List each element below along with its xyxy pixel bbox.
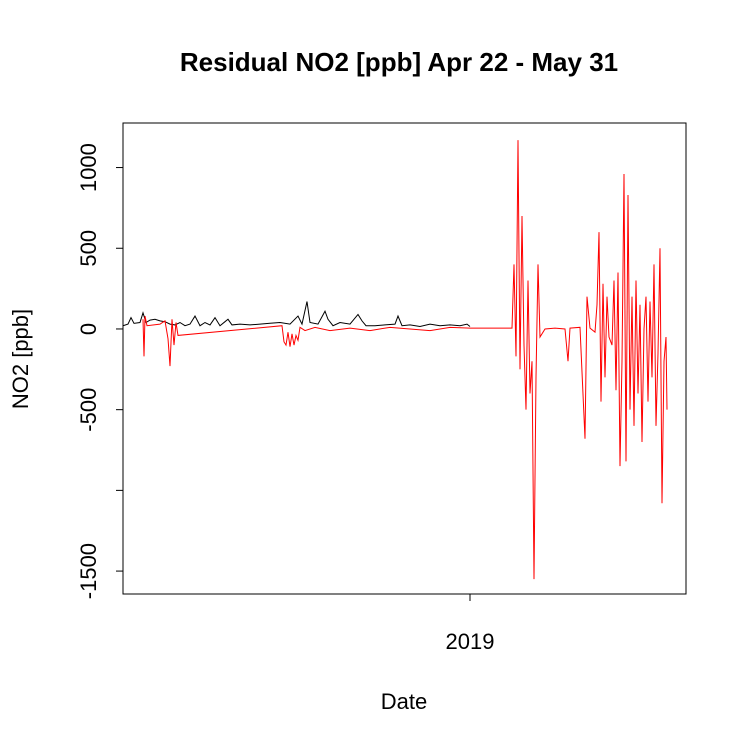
y-tick-label: -500 (76, 388, 101, 432)
y-axis-label: NO2 [ppb] (8, 309, 33, 409)
series-line (142, 140, 668, 580)
y-tick-label: 500 (76, 230, 101, 267)
y-tick-label: -1500 (76, 543, 101, 599)
x-axis-label: Date (381, 689, 427, 714)
series-line (122, 301, 471, 328)
y-tick-label: 0 (76, 323, 101, 335)
x-tick-label: 2019 (446, 629, 495, 654)
chart-title: Residual NO2 [ppb] Apr 22 - May 31 (180, 47, 618, 77)
y-tick-label: 1000 (76, 143, 101, 192)
